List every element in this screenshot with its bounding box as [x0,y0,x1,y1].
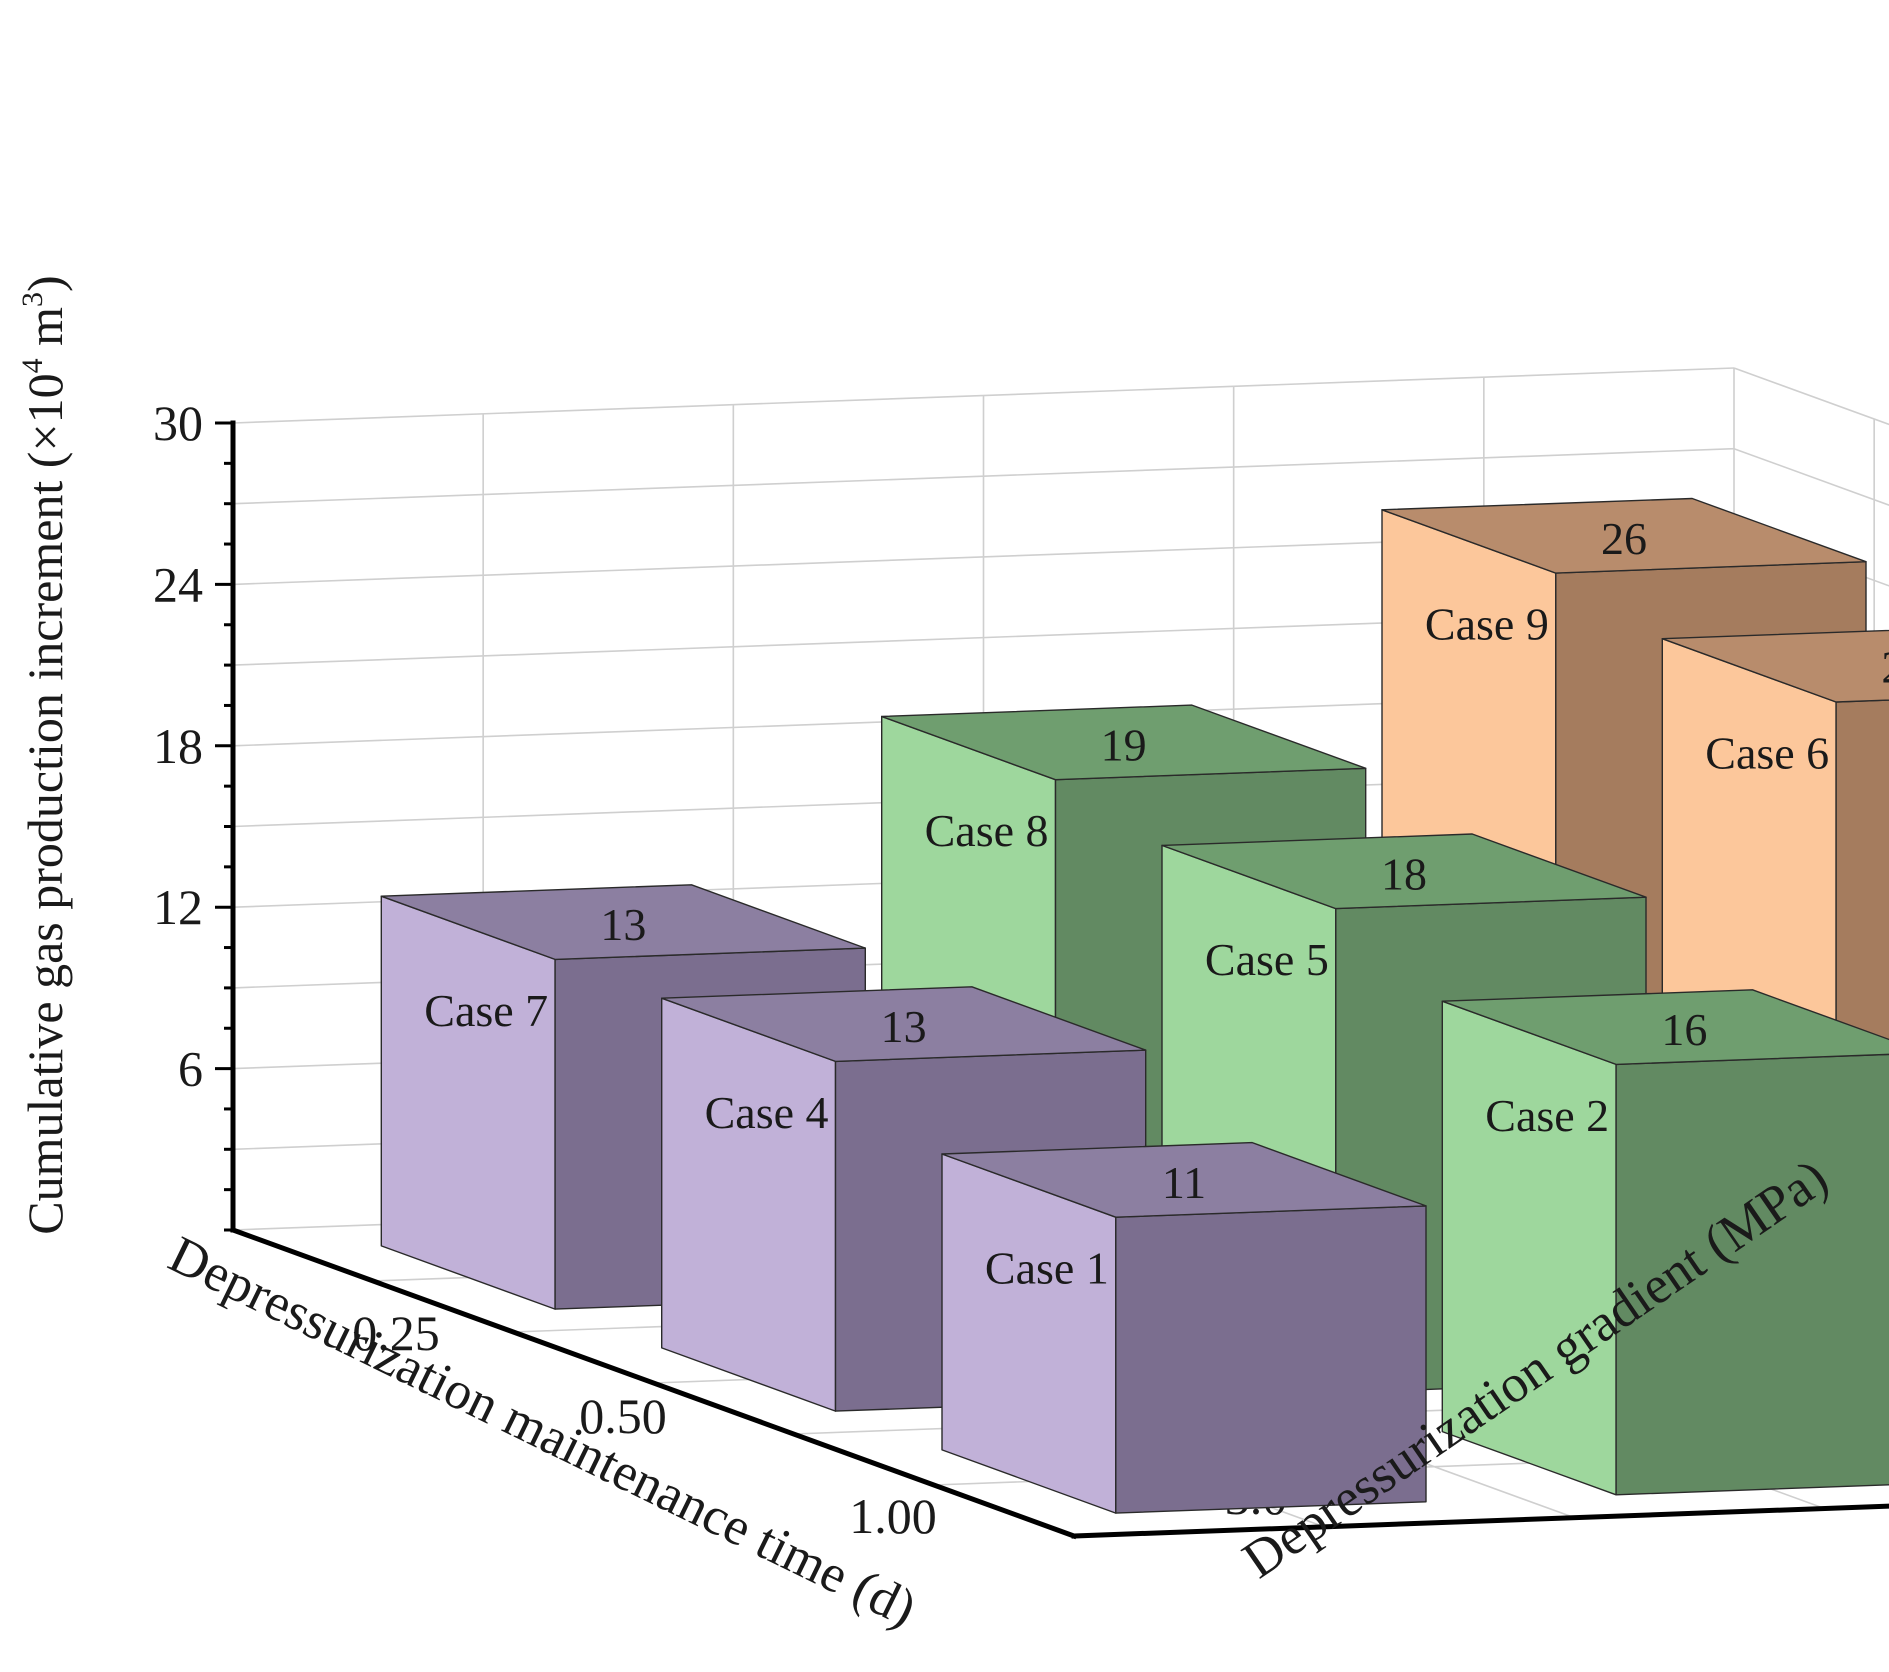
bar-top-face [1381,497,1867,574]
bar-case-label: Case 2 [1485,1090,1609,1141]
bar-value-label: 25 [1881,642,1889,693]
bar-top-face [1661,629,1889,703]
bar-case-label: Case 1 [985,1243,1109,1294]
bar-case-label: Case 8 [925,805,1049,856]
bar-value-label: 26 [1601,513,1647,564]
bar-value-label: 13 [600,899,646,950]
bar-value-label: 13 [881,1001,927,1052]
bar-case-label: Case 5 [1205,934,1329,985]
x-tick-label: 1.00 [849,1488,937,1544]
bar-value-label: 16 [1661,1004,1707,1055]
bar-case2: 16 Case 2 [1441,989,1889,1496]
bar-case1: 11 Case 1 [941,1141,1427,1514]
bar-top-face [380,884,866,961]
bar-case-label: Case 6 [1705,727,1829,778]
z-tick-label: 12 [153,879,203,935]
x-tick-label: 0.25 [352,1305,440,1361]
bar-top-face [1161,833,1647,910]
bar-front-face [661,997,837,1412]
bar-front-face [380,895,556,1310]
bar-value-label: 19 [1101,719,1147,770]
bar-top-face [881,704,1367,781]
z-tick-label: 18 [153,718,203,774]
bar-top-face [1441,989,1889,1066]
bar-value-label: 18 [1381,848,1427,899]
z-axis-title: Cumulative gas production increment (×10… [16,275,73,1234]
x-tick-label: 0.50 [579,1388,667,1444]
z-tick-label: 30 [153,395,203,451]
x-axis-line [229,1226,1078,1540]
z-tick-label: 6 [178,1041,203,1097]
bar-case-label: Case 4 [705,1087,829,1138]
bar-case-label: Case 7 [424,985,548,1036]
y-axis-line [1071,1503,1889,1539]
bar-value-label: 11 [1162,1157,1206,1208]
bar-top-face [941,1141,1427,1218]
z-tick-label: 24 [153,556,203,612]
bar-side-face [1615,1053,1889,1496]
bar-case-label: Case 9 [1425,598,1549,649]
bar-top-face [661,986,1147,1063]
